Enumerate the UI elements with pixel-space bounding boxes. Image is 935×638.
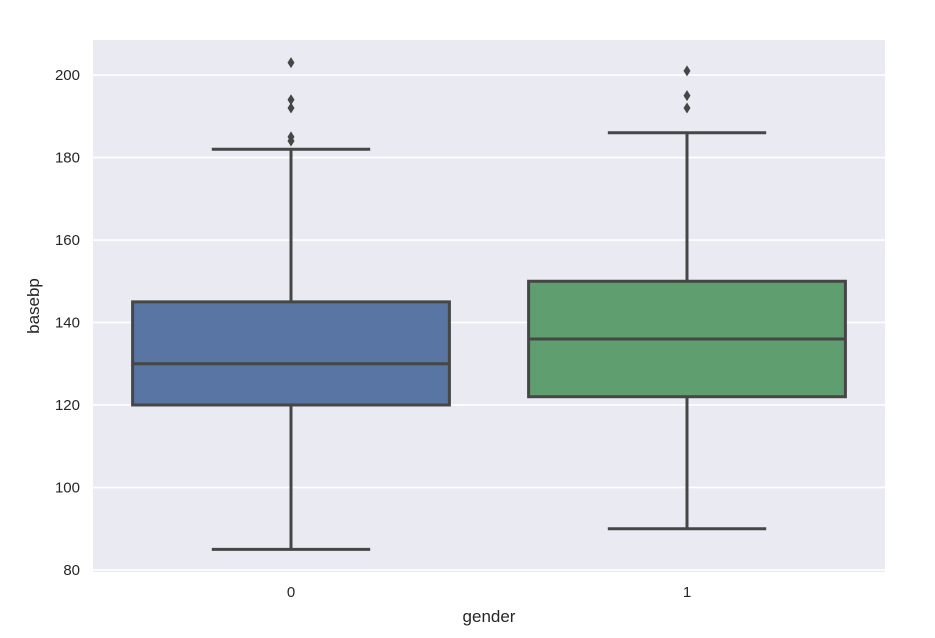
y-tick-label: 200	[55, 67, 80, 84]
outlier-point	[683, 65, 691, 77]
y-tick-label: 160	[55, 232, 80, 249]
box-series	[131, 57, 847, 551]
outlier-point	[683, 90, 691, 102]
outlier-point	[287, 94, 295, 106]
y-tick-label: 180	[55, 150, 80, 167]
x-axis-label: gender	[463, 607, 516, 626]
y-axis-ticks: 80 100 120 140 160 180 200	[55, 67, 80, 579]
outlier-point	[683, 102, 691, 114]
x-tick-label: 1	[683, 584, 691, 601]
box-group	[131, 57, 451, 551]
y-tick-label: 80	[63, 562, 80, 579]
y-tick-label: 100	[55, 479, 80, 496]
y-axis-label: basebp	[24, 278, 43, 334]
box-group	[527, 65, 847, 531]
box-iqr	[131, 300, 451, 407]
y-tick-label: 140	[55, 314, 80, 331]
x-tick-label: 0	[287, 584, 295, 601]
outlier-point	[287, 131, 295, 143]
outlier-point	[287, 102, 295, 114]
outlier-point	[287, 57, 295, 69]
y-tick-label: 120	[55, 397, 80, 414]
